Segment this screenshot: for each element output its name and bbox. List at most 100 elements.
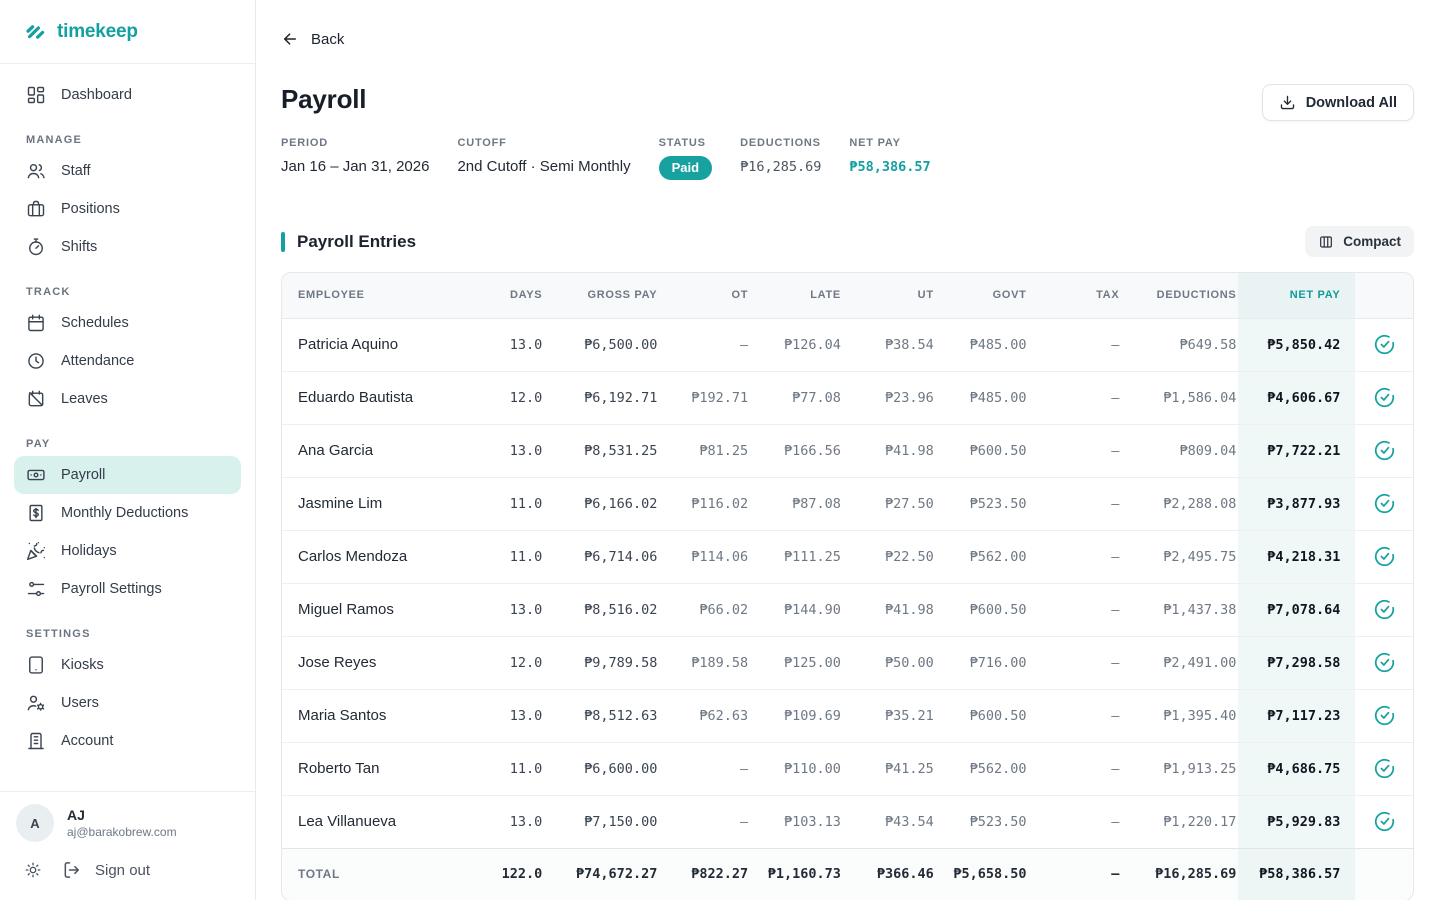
sidebar-nav: Dashboard MANAGE Staff Positions Shifts TRACK…: [0, 64, 255, 791]
total-cell-govt: ₱5,658.50: [935, 847, 1029, 900]
cell-govt: ₱485.00: [935, 370, 1029, 424]
cell-tax: —: [1028, 423, 1122, 477]
cell-net-pay: ₱5,850.42: [1238, 318, 1356, 371]
cell-late: ₱111.25: [750, 529, 843, 583]
user-panel[interactable]: A AJ aj@barakobrew.com: [0, 791, 255, 850]
cell-days: 12.0: [483, 370, 545, 424]
cell-ot: ₱62.63: [659, 688, 751, 742]
sidebar-item-payroll[interactable]: Payroll: [14, 456, 241, 494]
cell-ut: ₱43.54: [842, 794, 936, 848]
meta-block-net-pay: NET PAY ₱58,386.57: [849, 137, 930, 180]
payroll-table: EMPLOYEE DAYS GROSS PAY OT LATE UT GOVT TAX DEDU…: [282, 273, 1413, 900]
cell-gross-pay: ₱6,166.02: [544, 476, 660, 530]
cell-deductions: ₱1,395.40: [1121, 688, 1239, 742]
cell-status: [1355, 476, 1413, 530]
sidebar-item-label: Schedules: [61, 315, 129, 331]
user-email: aj@barakobrew.com: [67, 825, 177, 839]
cell-late: ₱125.00: [750, 635, 843, 689]
arrow-left-icon: [281, 30, 299, 48]
sign-out-label: Sign out: [95, 861, 151, 879]
sidebar-item-monthly-deductions[interactable]: Monthly Deductions: [14, 494, 241, 532]
cell-net-pay: ₱7,298.58: [1238, 635, 1356, 689]
holidays-icon: [26, 541, 46, 561]
cell-ot: ₱192.71: [659, 370, 751, 424]
meta-block-deductions: DEDUCTIONS ₱16,285.69: [740, 137, 821, 180]
cell-deductions: ₱1,220.17: [1121, 794, 1239, 848]
table-row[interactable]: Patricia Aquino 13.0 ₱6,500.00 — ₱126.04 ₱38.…: [282, 318, 1413, 371]
paid-check-icon: [1374, 440, 1395, 461]
cell-employee: Eduardo Bautista: [282, 370, 484, 424]
meta-label: PERIOD: [281, 137, 328, 149]
table-row[interactable]: Jasmine Lim 11.0 ₱6,166.02 ₱116.02 ₱87.08 ₱27…: [282, 476, 1413, 530]
cell-days: 11.0: [483, 529, 545, 583]
download-all-label: Download All: [1305, 94, 1397, 111]
theme-toggle-button[interactable]: [24, 861, 42, 879]
table-row[interactable]: Maria Santos 13.0 ₱8,512.63 ₱62.63 ₱109.69 ₱3…: [282, 688, 1413, 742]
table-row[interactable]: Lea Villanueva 13.0 ₱7,150.00— ₱103.13 ₱43.5…: [282, 794, 1413, 848]
sidebar-item-label: Attendance: [61, 353, 135, 369]
sidebar-item-label: Monthly Deductions: [61, 505, 189, 521]
sidebar-item-label: Users: [61, 695, 99, 711]
cell-days: 13.0: [483, 582, 545, 636]
section-row: Payroll Entries Compact: [281, 226, 1414, 257]
positions-icon: [26, 199, 46, 219]
total-cell-ut: ₱366.46: [842, 847, 936, 900]
download-all-button[interactable]: Download All: [1261, 84, 1414, 121]
sidebar-item-leaves[interactable]: Leaves: [14, 380, 241, 418]
total-cell-days: 122.0: [483, 847, 545, 900]
sidebar-item-holidays[interactable]: Holidays: [14, 532, 241, 570]
cell-ot: —: [739, 336, 749, 353]
brand-logo[interactable]: timekeep: [0, 0, 255, 64]
payroll-table-card: EMPLOYEE DAYS GROSS PAY OT LATE UT GOVT TAX DEDU…: [281, 272, 1414, 900]
leaves-icon: [26, 389, 46, 409]
cell-status: [1355, 423, 1413, 477]
sidebar-item-shifts[interactable]: Shifts: [14, 228, 241, 266]
sidebar-item-kiosks[interactable]: Kiosks: [14, 646, 241, 684]
table-row[interactable]: Carlos Mendoza 11.0 ₱6,714.06 ₱114.06 ₱111.2…: [282, 529, 1413, 583]
table-row[interactable]: Miguel Ramos 13.0 ₱8,516.02 ₱66.02 ₱144.90 ₱4…: [282, 582, 1413, 636]
cell-tax: —: [1028, 529, 1122, 583]
shifts-icon: [26, 237, 46, 257]
back-button[interactable]: Back: [281, 30, 344, 48]
cell-gross-pay: ₱6,714.06: [544, 529, 660, 583]
sidebar-item-dashboard[interactable]: Dashboard: [14, 76, 241, 114]
sidebar-item-attendance[interactable]: Attendance: [14, 342, 241, 380]
table-row[interactable]: Ana Garcia 13.0 ₱8,531.25 ₱81.25 ₱166.56 ₱41.…: [282, 423, 1413, 477]
nav-section-label-settings: SETTINGS: [26, 628, 91, 640]
cell-ot: ₱81.25: [659, 423, 751, 477]
column-header-govt: GOVT: [935, 273, 1029, 319]
cell-status: [1355, 635, 1413, 689]
table-row[interactable]: Eduardo Bautista 12.0 ₱6,192.71 ₱192.71 ₱77.…: [282, 370, 1413, 424]
meta-block-period: PERIOD Jan 16 – Jan 31, 2026: [281, 137, 429, 180]
cell-net-pay: ₱3,877.93: [1238, 476, 1356, 530]
cell-tax: —: [1028, 370, 1122, 424]
user-name: AJ: [67, 807, 85, 823]
cell-employee: Jasmine Lim: [282, 476, 484, 530]
meta-value-period: Jan 16 – Jan 31, 2026: [281, 158, 430, 175]
sidebar-item-account[interactable]: Account: [14, 722, 241, 760]
total-cell-gross-pay: ₱74,672.27: [544, 847, 660, 900]
cell-late: ₱87.08: [750, 476, 843, 530]
paid-check-icon: [1374, 493, 1395, 514]
cell-status: [1355, 318, 1413, 371]
sign-out-button[interactable]: Sign out: [62, 860, 150, 880]
sidebar-item-payroll-settings[interactable]: Payroll Settings: [14, 570, 241, 608]
sidebar-item-schedules[interactable]: Schedules: [14, 304, 241, 342]
cell-ot: ₱116.02: [659, 476, 751, 530]
cell-employee: Lea Villanueva: [282, 794, 484, 848]
compact-toggle-button[interactable]: Compact: [1305, 226, 1414, 257]
cell-tax: —: [1028, 476, 1122, 530]
sidebar-item-positions[interactable]: Positions: [14, 190, 241, 228]
table-row[interactable]: Jose Reyes 12.0 ₱9,789.58 ₱189.58 ₱125.00 ₱50…: [282, 635, 1413, 689]
table-row[interactable]: Roberto Tan 11.0 ₱6,600.00— ₱110.00 ₱41.25 ₱5…: [282, 741, 1413, 795]
sidebar-item-staff[interactable]: Staff: [14, 152, 241, 190]
cell-status: [1355, 370, 1413, 424]
cell-late: ₱144.90: [750, 582, 843, 636]
cell-gross-pay: ₱6,192.71: [544, 370, 660, 424]
cell-tax: —: [1028, 741, 1122, 795]
cell-govt: ₱716.00: [935, 635, 1029, 689]
cell-net-pay: ₱5,929.83: [1238, 794, 1356, 848]
sidebar-item-users[interactable]: Users: [14, 684, 241, 722]
cell-gross-pay: ₱7,150.00: [544, 794, 660, 848]
